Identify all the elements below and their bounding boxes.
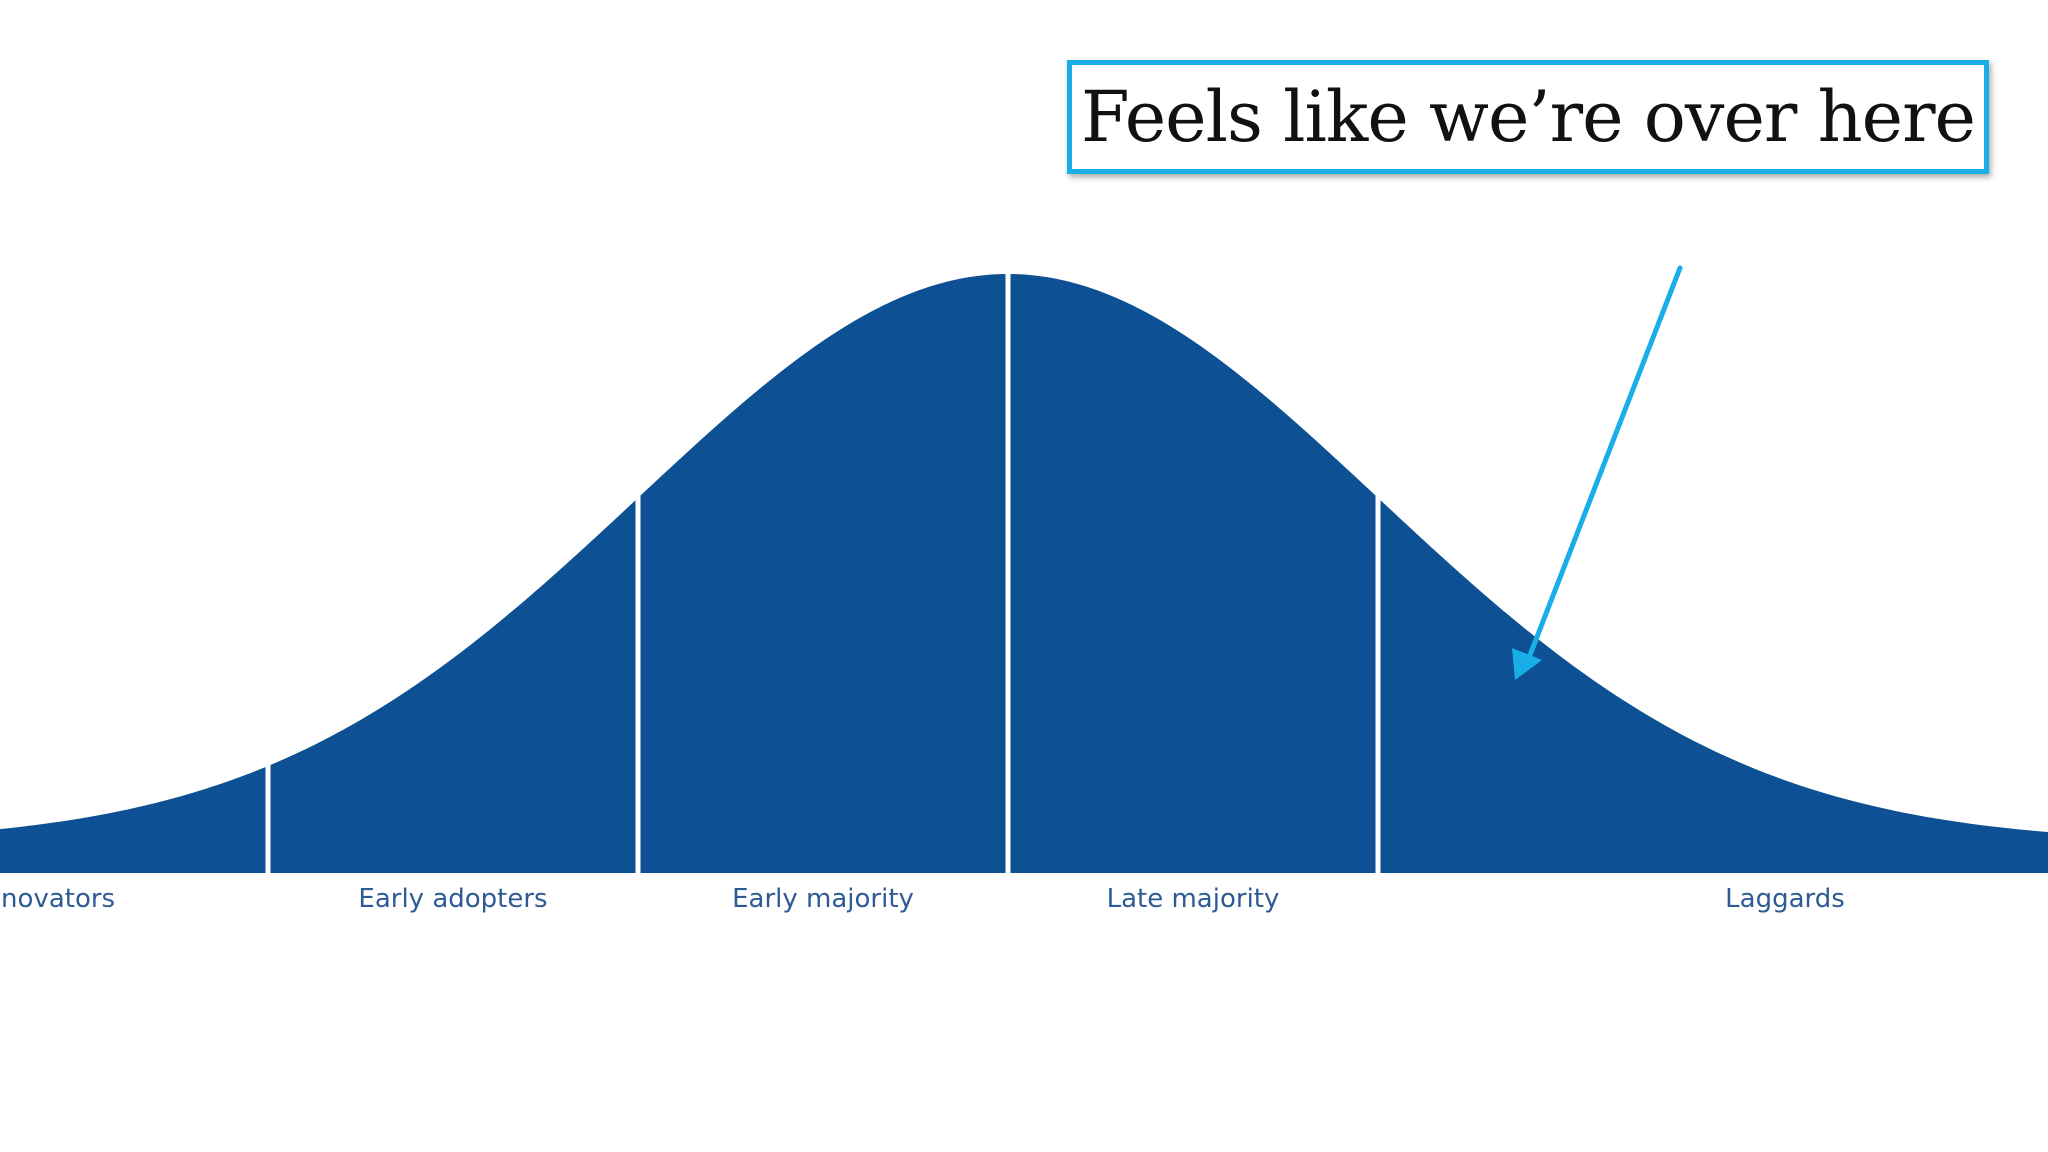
segment-early-adopters — [270, 500, 636, 873]
segment-late-majority — [1010, 274, 1376, 873]
category-labels: Innovators Early adopters Early majority La… — [0, 884, 1845, 914]
pointer-arrow — [1512, 265, 1683, 680]
segment-early-majority — [640, 274, 1006, 873]
arrow-shaft — [1527, 265, 1683, 658]
segment-innovators — [0, 767, 266, 873]
label-late-majority: Late majority — [1107, 884, 1280, 914]
curve-segments — [0, 274, 2048, 873]
callout-text: Feels like we’re over here — [1081, 76, 1976, 158]
label-laggards: Laggards — [1725, 884, 1845, 914]
arrow-head — [1512, 648, 1542, 680]
label-innovators: Innovators — [0, 884, 115, 914]
segment-laggards — [1380, 500, 2048, 873]
label-early-majority: Early majority — [732, 884, 914, 914]
callout-box: Feels like we’re over here — [1067, 60, 1989, 174]
label-early-adopters: Early adopters — [358, 884, 547, 914]
